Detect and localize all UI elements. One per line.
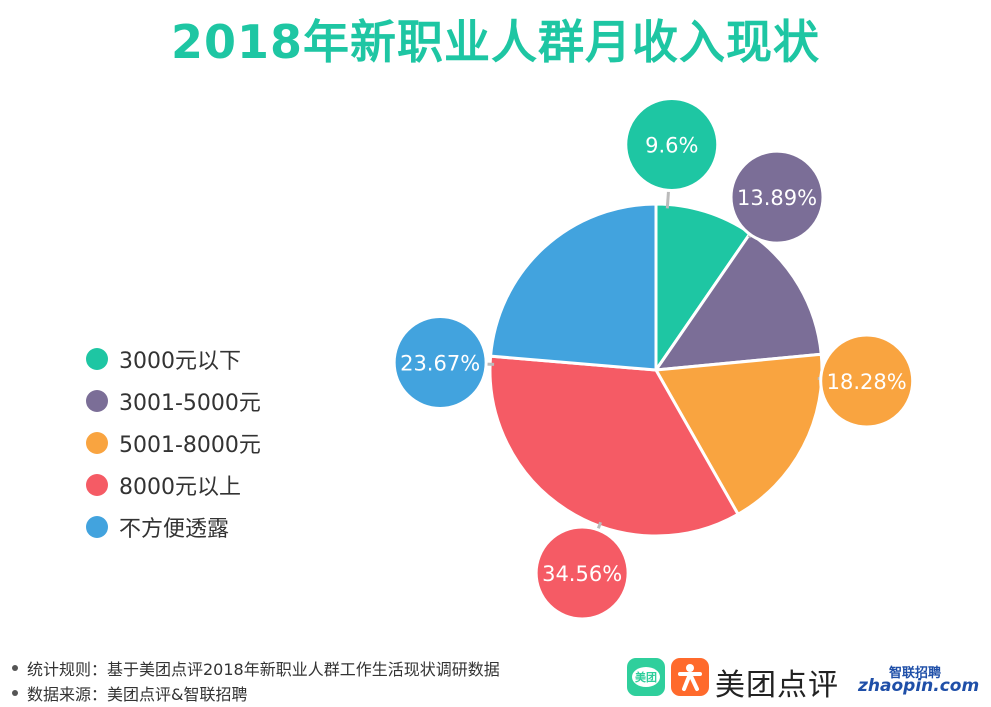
legend-item: 3001-5000元 (86, 380, 261, 422)
dianping-figure-icon (678, 664, 702, 691)
value-bubble (392, 314, 488, 410)
value-bubble (534, 525, 630, 621)
footnote-source-text: 数据来源：美团点评&智联招聘 (27, 684, 248, 704)
legend-label: 3001-5000元 (119, 391, 261, 416)
bullet-icon (12, 689, 18, 696)
legend-item: 3000元以下 (86, 338, 261, 380)
legend-swatch (86, 474, 108, 496)
bullet-icon (12, 664, 18, 671)
meituan-dianping-brand: 美团点评 (715, 668, 839, 703)
legend-item: 不方便透露 (86, 506, 261, 548)
legend-item: 8000元以上 (86, 464, 261, 506)
data-label: 13.89% (737, 186, 817, 210)
footnote-rule-text: 统计规则：基于美团点评2018年新职业人群工作生活现状调研数据 (27, 659, 500, 679)
data-label: 34.56% (542, 562, 622, 586)
legend-label: 8000元以上 (119, 475, 241, 500)
value-bubble (819, 333, 915, 429)
chart-legend: 3000元以下 3001-5000元 5001-8000元 8000元以上 不方… (86, 338, 261, 548)
legend-label: 5001-8000元 (119, 433, 261, 458)
data-label: 23.67% (400, 351, 480, 375)
legend-label: 3000元以下 (119, 349, 241, 374)
legend-swatch (86, 348, 108, 370)
value-bubble (624, 97, 720, 193)
pie-slice (488, 354, 740, 538)
legend-swatch (86, 432, 108, 454)
legend-label: 不方便透露 (119, 517, 230, 542)
footnotes: 统计规则：基于美团点评2018年新职业人群工作生活现状调研数据 数据来源：美团点… (12, 655, 500, 705)
pie-slice (489, 202, 658, 372)
chart-title: 2018年新职业人群月收入现状 (170, 15, 821, 69)
footnote-source: 数据来源：美团点评&智联招聘 (12, 680, 500, 705)
zhaopin-logo-en: zhaopin.com (858, 676, 980, 696)
data-label: 9.6% (645, 134, 698, 158)
legend-swatch (86, 390, 108, 412)
footnote-rule: 统计规则：基于美团点评2018年新职业人群工作生活现状调研数据 (12, 655, 500, 680)
legend-item: 5001-8000元 (86, 422, 261, 464)
meituan-logo-text: 美团 (632, 667, 660, 687)
dianping-logo-icon (671, 658, 709, 696)
value-bubble (729, 149, 825, 245)
zhaopin-logo-cn: 智联招聘 (889, 666, 942, 681)
meituan-logo-icon: 美团 (627, 658, 665, 696)
legend-swatch (86, 516, 108, 538)
data-label: 18.28% (827, 370, 907, 394)
